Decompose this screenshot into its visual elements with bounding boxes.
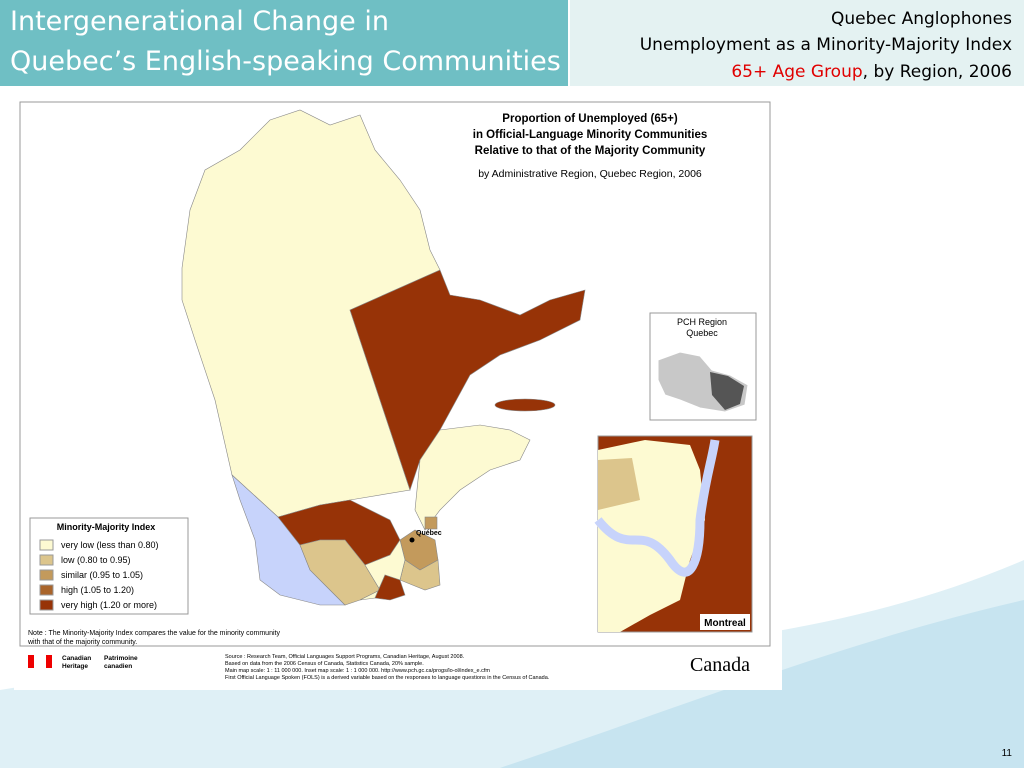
map-subtitle: by Administrative Region, Quebec Region,…: [478, 168, 702, 180]
montreal-label-box: [700, 614, 750, 630]
source: First Official Language Spoken (FOLS) is…: [225, 675, 550, 681]
legend-label: very high (1.20 or more): [61, 600, 157, 610]
note: with that of the majority community.: [27, 639, 137, 646]
legend-title: Minority-Majority Index: [57, 522, 156, 532]
legend-label: high (1.05 to 1.20): [61, 585, 134, 595]
logo-text: Canadian: [62, 655, 91, 662]
region: [494, 398, 556, 412]
montreal-label: Montreal: [704, 618, 746, 629]
subtitle: Unemployment as a Minority-Majority Inde…: [640, 35, 1012, 55]
inset-title: PCH Region: [677, 317, 727, 327]
legend-label: very low (less than 0.80): [61, 540, 159, 550]
region: [424, 516, 438, 530]
quebec-shape: [710, 372, 744, 410]
legend-items: very low (less than 0.80) low (0.80 to 0.…: [39, 539, 159, 611]
legend-label: similar (0.95 to 1.05): [61, 570, 143, 580]
legend-swatch: [39, 554, 54, 566]
city-label: Québec: [416, 530, 442, 537]
legend-swatch: [39, 584, 54, 596]
legend-label: low (0.80 to 0.95): [61, 555, 131, 565]
map-title: in Official-Language Minority Communitie…: [473, 129, 708, 141]
river: [594, 439, 720, 577]
logo-text: canadien: [104, 663, 132, 670]
source: Source : Research Team, Official Languag…: [225, 654, 465, 660]
wordmark: Canada: [690, 654, 750, 676]
city-dot: [409, 537, 415, 543]
source: Main map scale: 1 : 11 000 000. Inset ma…: [225, 668, 490, 674]
logo-text: Heritage: [62, 663, 88, 670]
subtitle: Quebec Anglophones: [831, 9, 1012, 29]
highlight: 65+ Age Group: [731, 62, 862, 82]
title: Intergenerational Change in: [10, 6, 389, 37]
montreal-region: [598, 458, 640, 510]
source: Based on data from the 2006 Census of Ca…: [225, 661, 424, 667]
subtitle: 65+ Age Group, by Region, 2006: [731, 62, 1012, 82]
subtitle-bar: [570, 0, 1024, 86]
flag: [34, 655, 46, 668]
region: [299, 539, 381, 606]
map-title: Proportion of Unemployed (65+): [502, 113, 678, 125]
legend: [29, 517, 189, 615]
regions: [181, 109, 586, 606]
inset-title: Quebec: [686, 328, 718, 338]
title: Quebec’s English-speaking Communities: [10, 46, 561, 77]
map-title: Relative to that of the Majority Communi…: [475, 145, 706, 157]
subtitle-rest: , by Region, 2006: [863, 62, 1012, 82]
legend-swatch: [39, 599, 54, 611]
region: [374, 574, 406, 601]
region: [181, 109, 441, 518]
legend-swatch: [39, 569, 54, 581]
legend-swatch: [39, 539, 54, 551]
page-number: 11: [1002, 748, 1013, 759]
note: Note : The Minority-Majority Index compa…: [28, 630, 280, 637]
logo-text: Patrimoine: [104, 655, 138, 662]
region: [414, 424, 531, 531]
title-bar: [0, 0, 568, 86]
